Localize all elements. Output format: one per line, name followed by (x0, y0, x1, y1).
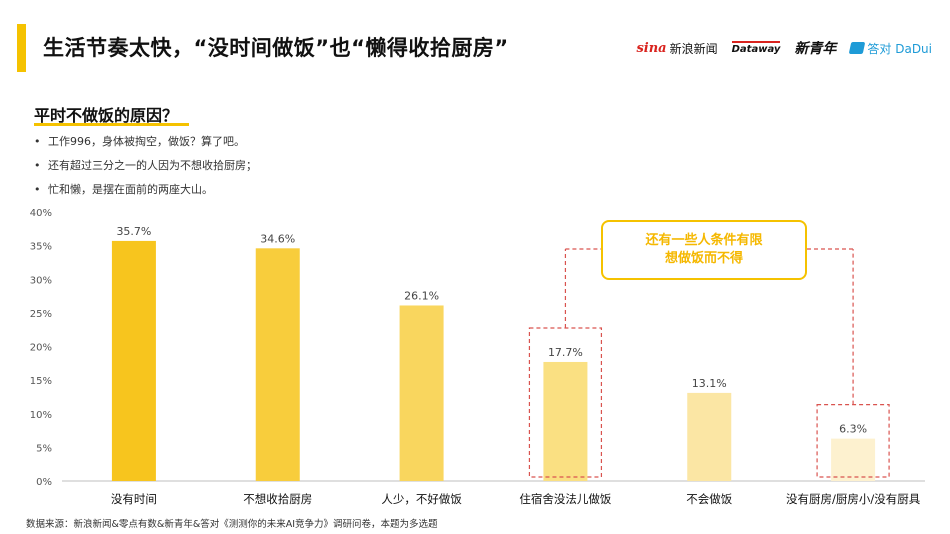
y-tick-label: 0% (36, 477, 52, 488)
bullet-dot: • (34, 159, 41, 172)
x-category-label: 没有厨房/厨房小/没有厨具 (786, 492, 921, 506)
x-category-label: 人少，不好做饭 (381, 492, 462, 506)
callout-line-2: 想做饭而不得 (664, 251, 743, 266)
bar (831, 438, 876, 481)
x-category-label: 不想收拾厨房 (243, 492, 312, 506)
bar (543, 361, 588, 481)
y-tick-label: 35% (30, 242, 52, 253)
bullet-list: • 工作996，身体被掏空，做饭？算了吧。 • 还有超过三分之一的人因为不想收拾厨房… (34, 134, 257, 206)
section-title: 平时不做饭的原因？ (34, 106, 179, 125)
bullet-text: 忙和懒，是摆在面前的两座大山。 (48, 183, 213, 196)
y-tick-label: 20% (30, 343, 52, 354)
y-tick-label: 25% (30, 309, 52, 320)
sina-logo-text: 新浪新闻 (669, 41, 718, 56)
bullet-item: • 还有超过三分之一的人因为不想收拾厨房； (34, 158, 257, 182)
sina-news-logo: sina 新浪新闻 (636, 40, 717, 57)
bar (111, 240, 156, 481)
bullet-text: 工作996，身体被掏空，做饭？算了吧。 (48, 135, 245, 148)
bar-data-label: 6.3% (839, 423, 867, 436)
page-title: 生活节奏太快，“没时间做饭”也“懒得收拾厨房” (43, 36, 509, 60)
title-accent-bar (17, 24, 26, 72)
dataway-logo: Dataway (731, 41, 781, 55)
x-category-label: 住宿舍没法儿做饭 (519, 492, 611, 506)
x-category-label: 不会做饭 (686, 492, 732, 506)
bar-data-label: 34.6% (260, 232, 295, 245)
bar (255, 248, 300, 481)
x-category-label: 没有时间 (111, 492, 157, 506)
callout-line-1: 还有一些人条件有限 (645, 233, 763, 248)
sina-logo-mark: sina (636, 40, 667, 56)
dadui-logo: 答对 DaDui (849, 40, 932, 57)
xinqingnian-logo: 新青年 (794, 41, 837, 57)
bar-data-label: 17.7% (548, 346, 583, 359)
partner-logos: sina 新浪新闻 Dataway 新青年 答对 DaDui (636, 38, 932, 58)
bullet-text: 还有超过三分之一的人因为不想收拾厨房； (48, 159, 257, 172)
bullet-dot: • (34, 183, 41, 196)
bullet-item: • 工作996，身体被掏空，做饭？算了吧。 (34, 134, 257, 158)
y-tick-label: 15% (30, 376, 52, 387)
bullet-dot: • (34, 135, 41, 148)
bar-data-label: 26.1% (404, 289, 439, 302)
bar-data-label: 35.7% (116, 225, 151, 238)
callout-box: 还有一些人条件有限 想做饭而不得 (601, 220, 807, 280)
bar-data-label: 13.1% (692, 377, 727, 390)
bar (687, 392, 732, 481)
section-title-underline (34, 123, 189, 126)
data-source-note: 数据来源：新浪新闻&零点有数&新青年&答对《测测你的未来AI竞争力》调研问卷，本… (26, 519, 438, 530)
bullet-item: • 忙和懒，是摆在面前的两座大山。 (34, 182, 257, 206)
bar (399, 305, 444, 481)
y-tick-label: 10% (30, 410, 52, 421)
y-tick-label: 30% (30, 275, 52, 286)
y-tick-label: 40% (30, 208, 52, 219)
y-tick-label: 5% (36, 443, 52, 454)
dadui-logo-text: 答对 DaDui (867, 41, 932, 56)
